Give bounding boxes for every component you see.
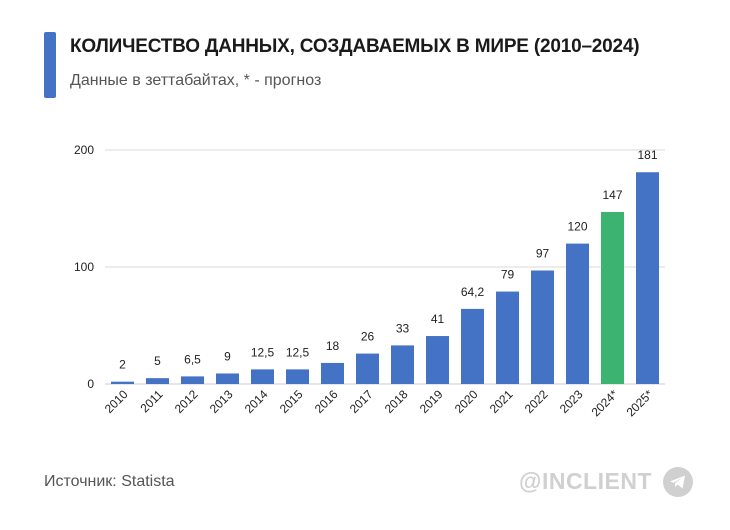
data-label: 26: [361, 330, 375, 344]
bar: [146, 378, 169, 384]
telegram-icon: [663, 467, 693, 497]
data-label: 120: [567, 220, 587, 234]
x-tick-label: 2022: [522, 387, 551, 416]
x-tick-label: 2025*: [624, 387, 656, 419]
bar: [496, 291, 519, 384]
bar: [391, 345, 414, 384]
x-tick-label: 2014: [242, 387, 271, 416]
bar: [286, 369, 309, 384]
data-label: 12,5: [251, 345, 275, 359]
bar: [181, 376, 204, 384]
y-tick-label: 100: [74, 260, 94, 274]
source-text: Источник: Statista: [44, 473, 175, 490]
data-label: 5: [154, 354, 161, 368]
bar: [111, 381, 134, 384]
x-tick-label: 2024*: [589, 387, 621, 419]
bar: [321, 362, 344, 384]
title-accent-bar: [44, 32, 56, 98]
data-label: 2: [119, 358, 126, 372]
data-label: 18: [326, 339, 340, 353]
x-tick-label: 2018: [382, 387, 411, 416]
x-tick-label: 2010: [102, 387, 131, 416]
x-tick-label: 2015: [277, 387, 306, 416]
y-tick-label: 0: [87, 377, 94, 391]
x-tick-label: 2011: [137, 387, 165, 415]
bar: [636, 172, 659, 384]
y-tick-label: 200: [74, 143, 94, 157]
data-label: 6,5: [184, 352, 201, 366]
brand-handle: @INCLIENT: [519, 468, 652, 494]
bar: [356, 353, 379, 384]
x-tick-label: 2016: [312, 387, 341, 416]
bar: [426, 336, 449, 384]
bar: [251, 369, 274, 384]
chart-subtitle: Данные в зеттабайтах, * - прогноз: [70, 72, 322, 89]
bar-chart: 0 100 200 2 2010 5 2011 6,5 2012 9 2013 12,5 2014 12,…: [74, 143, 665, 419]
x-tick-label: 2017: [347, 387, 376, 416]
data-label: 181: [637, 148, 657, 162]
x-tick-label: 2020: [452, 387, 481, 416]
chart-title: КОЛИЧЕСТВО ДАННЫХ, СОЗДАВАЕМЫХ В МИРЕ (2…: [70, 36, 640, 57]
data-label: 9: [224, 349, 231, 363]
bar: [601, 212, 624, 384]
data-label: 33: [396, 321, 410, 335]
bar: [216, 373, 239, 384]
data-label: 97: [536, 247, 550, 261]
data-label: 41: [431, 312, 445, 326]
x-tick-label: 2023: [557, 387, 586, 416]
data-label: 12,5: [286, 345, 310, 359]
x-tick-label: 2021: [487, 387, 516, 416]
data-label: 147: [602, 188, 622, 202]
bar: [531, 270, 554, 384]
x-tick-label: 2012: [172, 387, 201, 416]
bar: [566, 243, 589, 384]
x-tick-label: 2013: [207, 387, 236, 416]
data-label: 64,2: [461, 285, 485, 299]
x-tick-label: 2019: [417, 387, 446, 416]
bar: [461, 308, 484, 384]
data-label: 79: [501, 268, 515, 282]
